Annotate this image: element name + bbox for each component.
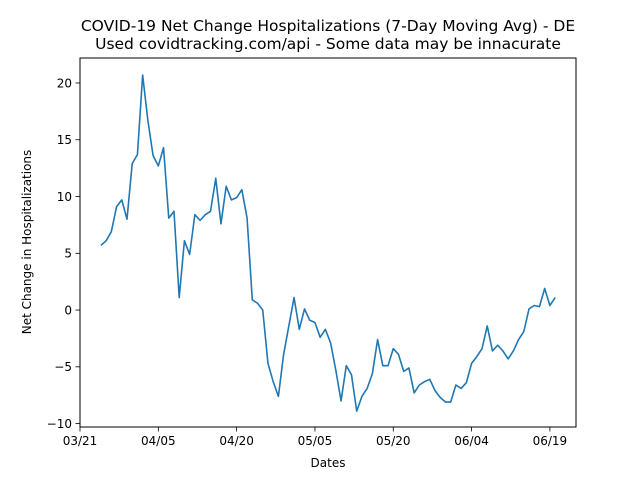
chart-subtitle: Used covidtracking.com/api - Some data m… [95,35,561,53]
x-tick-label: 04/05 [141,434,176,448]
x-tick-label: 05/05 [298,434,333,448]
y-tick-label: 20 [57,76,72,90]
x-axis: 03/21 04/05 04/20 05/05 05/20 06/04 06/19 [63,427,567,448]
series-line [100,74,556,412]
x-axis-label: Dates [311,456,346,470]
x-tick-label: 05/20 [376,434,411,448]
x-tick-label: 06/19 [533,434,568,448]
y-tick-label: 5 [64,247,72,261]
chart-title: COVID-19 Net Change Hospitalizations (7-… [81,17,575,35]
y-tick-label: 10 [57,190,72,204]
y-axis: −10 −5 0 5 10 15 20 [47,76,80,431]
y-tick-label: 0 [64,303,72,317]
y-axis-label: Net Change in Hospitalizations [20,150,34,335]
x-tick-label: 06/04 [454,434,489,448]
plot-frame [79,57,577,428]
x-tick-label: 03/21 [63,434,98,448]
y-tick-label: −10 [47,417,72,431]
x-tick-label: 04/20 [219,434,254,448]
y-tick-label: −5 [54,360,72,374]
y-tick-label: 15 [57,133,72,147]
